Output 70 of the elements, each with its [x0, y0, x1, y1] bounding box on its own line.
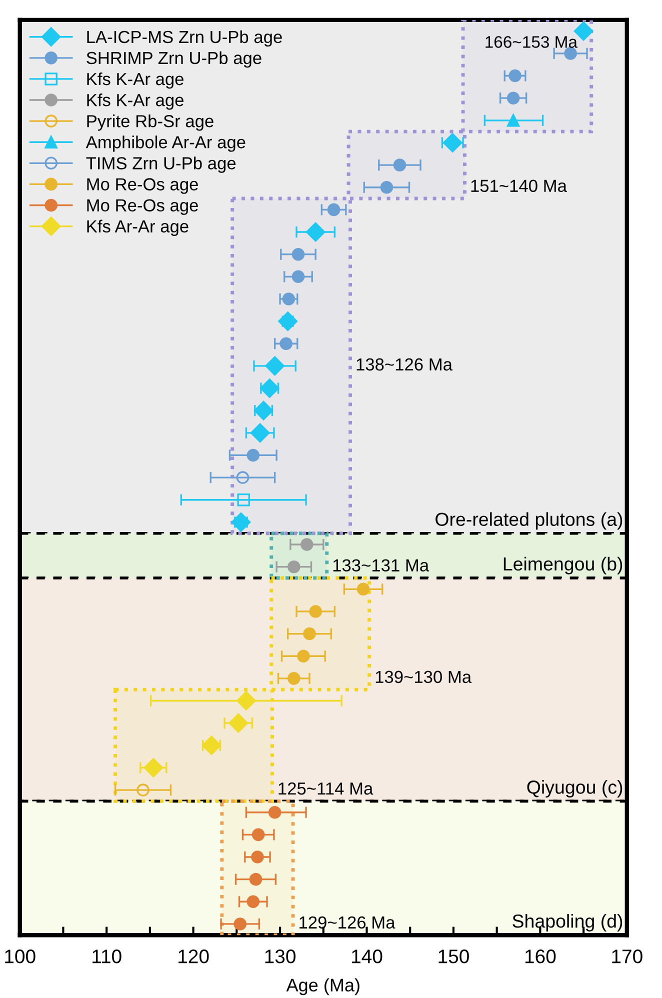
point [380, 180, 394, 194]
point [250, 423, 270, 443]
point [309, 605, 322, 618]
point [288, 672, 300, 685]
x-tick-label: 110 [92, 950, 122, 964]
x-tick-label: 120 [178, 950, 209, 964]
point [231, 512, 251, 532]
x-tick-label: 140 [352, 950, 382, 964]
band-label: 166~153 Ma [486, 36, 578, 48]
x-tick-label: 170 [612, 950, 642, 964]
legend-label: Pyrite Rb-Sr age [87, 114, 214, 131]
legend-label: Mo Re-Os age [87, 178, 198, 194]
legend-label: LA-ICP-MS Zrn U-Pb age [87, 30, 282, 47]
point [254, 400, 274, 420]
x-tick-label: 130 [265, 950, 296, 964]
point [260, 378, 280, 398]
point [265, 356, 284, 376]
point [249, 872, 262, 886]
point [202, 736, 222, 756]
legend-label: TIMS Zrn U-Pb age [86, 156, 236, 173]
legend-label: SHRIMP Zrn U-Pb age [86, 51, 262, 68]
point [506, 114, 520, 127]
point [508, 69, 522, 82]
point [300, 538, 314, 551]
point [236, 471, 250, 484]
band-label: 151~140 Ma [471, 180, 567, 192]
point [356, 582, 370, 596]
point [306, 222, 326, 242]
band-label: 129~126 Ma [300, 916, 396, 929]
point [292, 248, 305, 261]
point [246, 895, 260, 908]
point [268, 806, 282, 819]
point [393, 158, 406, 172]
point [246, 448, 260, 462]
legend-label: Kfs Ar-Ar age [87, 220, 188, 236]
x-tick-label: 100 [5, 950, 36, 964]
point [278, 312, 298, 331]
point [136, 784, 150, 796]
point [506, 92, 520, 104]
annotation: Ore-related plutons (a) [436, 512, 622, 530]
point [292, 270, 305, 284]
band-label: 133~131 Ma [333, 559, 430, 572]
band-label: 138~126 Ma [356, 358, 452, 371]
point [252, 828, 265, 842]
x-tick-label: 150 [438, 950, 469, 964]
x-axis-title: Age (Ma) [286, 978, 360, 996]
point [251, 850, 264, 864]
point [237, 493, 250, 506]
x-tick-label: 160 [525, 950, 556, 964]
band-label: 125~114 Ma [278, 782, 374, 795]
point [236, 691, 256, 710]
point [327, 203, 340, 216]
point [280, 337, 292, 350]
annotation: Shapoling (d) [512, 914, 622, 932]
legend-label: Mo Re-Os age [87, 199, 198, 215]
annotation: Qiyugou (c) [527, 780, 622, 798]
point [303, 627, 316, 640]
legend-label: Kfs K-Ar age [87, 94, 184, 110]
point [144, 758, 164, 778]
point [228, 713, 248, 733]
point [297, 650, 310, 663]
annotation: Leimengou (b) [504, 556, 622, 574]
legend-label: Kfs K-Ar age [87, 72, 184, 89]
point [288, 560, 300, 574]
legend-label: Amphibole Ar-Ar age [86, 136, 246, 152]
point [442, 133, 462, 152]
band-label: 139~130 Ma [376, 670, 472, 684]
point [564, 47, 577, 60]
point [234, 918, 247, 930]
point [282, 292, 296, 306]
